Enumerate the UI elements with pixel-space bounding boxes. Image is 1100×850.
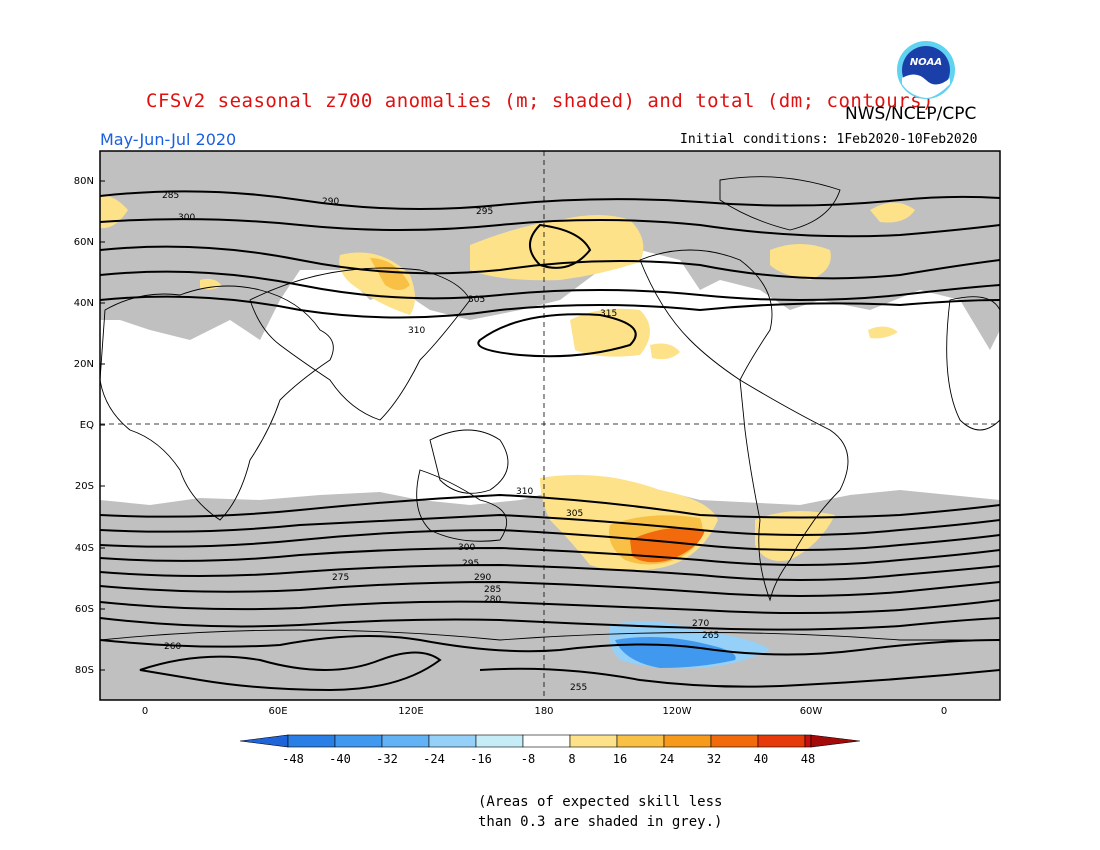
skill-footnote: (Areas of expected skill less than 0.3 a… [478,792,722,832]
lon-label: 0 [142,706,148,717]
contour-label: 260 [164,642,181,652]
footnote-line-2: than 0.3 are shaded in grey.) [478,814,723,830]
contour-label: 300 [458,543,475,553]
lon-label: 180 [534,706,553,717]
lat-label: 60S [75,604,94,615]
colorbar-label: 32 [707,752,721,766]
noaa-logo: NOAA [897,41,955,99]
forecast-period: May-Jun-Jul 2020 [100,130,237,149]
contour-label: 305 [468,295,485,305]
contour-label: 295 [476,207,493,217]
lat-label: 20N [74,359,94,370]
contour-label: 315 [600,309,617,319]
lat-label: 20S [75,481,94,492]
lat-label: 80N [74,176,94,187]
colorbar-label: -24 [423,752,445,766]
colorbar-label: 8 [568,752,575,766]
contour-label: 295 [462,559,479,569]
colorbar-label: -16 [470,752,492,766]
initial-conditions: Initial conditions: 1Feb2020-10Feb2020 [680,132,978,147]
colorbar-label: -40 [329,752,351,766]
contour-label: 265 [702,631,719,641]
lon-label: 0 [941,706,947,717]
contour-label: 310 [408,326,425,336]
logo-text: NOAA [910,57,942,68]
contour-label: 290 [474,573,491,583]
footnote-line-1: (Areas of expected skill less [478,794,723,810]
positive-anomaly-shading [100,195,915,571]
contour-label: 285 [484,585,501,595]
colorbar-label: 16 [613,752,627,766]
lon-label: 120W [663,706,692,717]
contour-label: 300 [178,213,195,223]
contour-label: 270 [692,619,709,629]
lat-label: 60N [74,237,94,248]
lat-label: 40S [75,543,94,554]
lat-label: 80S [75,665,94,676]
contour-label: 255 [570,683,587,693]
contour-labels: 285 290 295 300 305 310 315 310 305 300 … [162,191,719,693]
colorbar-label: 24 [660,752,674,766]
grid-lines [100,151,1000,700]
map-title: CFSv2 seasonal z700 anomalies (m; shaded… [146,90,934,112]
contour-label: 280 [484,595,501,605]
contour-label: 275 [332,573,349,583]
latitude-axis: 80N 60N 40N 20N EQ 20S 40S 60S 80S [74,176,94,676]
longitude-axis: 0 60E 120E 180 120W 60W 0 [142,706,947,717]
colorbar-label: 40 [754,752,768,766]
colorbar: -48 -40 -32 -24 -16 -8 8 16 24 32 40 48 [239,734,861,766]
colorbar-label: -48 [282,752,304,766]
colorbar-label: -8 [521,752,535,766]
latitude-ticks [100,180,105,671]
colorbar-label: 48 [801,752,815,766]
lon-label: 120E [398,706,423,717]
coastlines [100,176,1000,641]
contour-label: 305 [566,509,583,519]
contour-label: 310 [516,487,533,497]
lon-label: 60E [268,706,287,717]
agency-label: NWS/NCEP/CPC [845,104,977,124]
contour-label: 290 [322,197,339,207]
contour-label: 285 [162,191,179,201]
lat-label: EQ [80,420,94,431]
lat-label: 40N [74,298,94,309]
lon-label: 60W [800,706,823,717]
height-contours [100,190,1000,692]
colorbar-label: -32 [376,752,398,766]
